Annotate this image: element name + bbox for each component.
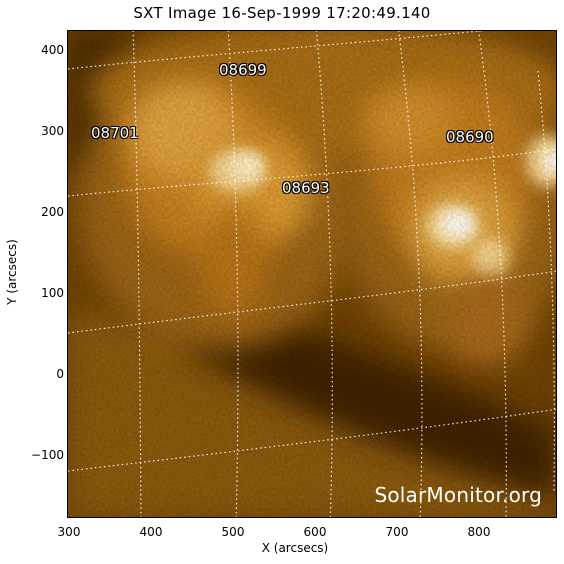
x-tick-label: 600 [303, 525, 327, 539]
region-label-08690: 08690 [446, 128, 494, 146]
solar-xray-image [68, 31, 556, 517]
y-tick-label: 200 [41, 205, 64, 219]
x-tick-label: 500 [221, 525, 245, 539]
region-label-08701: 08701 [91, 124, 139, 142]
x-tick-label: 800 [467, 525, 491, 539]
x-axis-label: X (arcsecs) [261, 541, 329, 555]
y-tick-label: 100 [41, 286, 64, 300]
y-tick-label: 0 [56, 367, 64, 381]
region-label-08693: 08693 [282, 179, 330, 197]
y-axis-label: Y (arcsecs) [5, 239, 19, 305]
x-tick-label: 400 [139, 525, 163, 539]
plot-title: SXT Image 16-Sep-1999 17:20:49.140 [133, 4, 431, 22]
x-tick-label: 700 [385, 525, 409, 539]
y-tick-label: 300 [41, 124, 64, 138]
region-label-08699: 08699 [219, 61, 267, 79]
y-tick-label: 400 [41, 43, 64, 57]
y-tick-label: −100 [31, 448, 64, 462]
solarmonitor-watermark: SolarMonitor.org [374, 483, 542, 507]
coordinate-grid [68, 31, 556, 517]
solar-image-frame: 08699 08701 08690 08693 SolarMonitor.org [67, 30, 557, 518]
x-tick-label: 300 [57, 525, 81, 539]
